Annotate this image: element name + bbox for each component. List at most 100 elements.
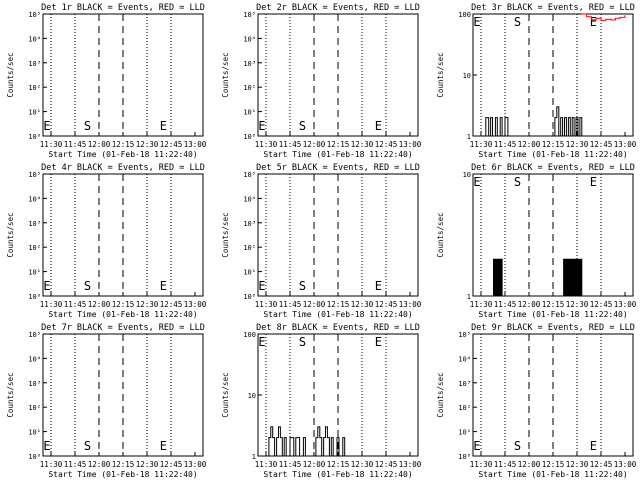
y-axis-label: Counts/sec: [221, 212, 230, 257]
y-tick-label: 10⁰: [28, 453, 41, 461]
x-tick-label: 13:00: [184, 300, 207, 309]
end-marker-label: E: [375, 119, 382, 133]
edge-marker-label: E: [258, 335, 265, 349]
x-axis-label: Start Time (01-Feb-18 11:22:40): [48, 470, 197, 479]
y-tick-label: 10⁰: [243, 293, 256, 301]
panel-det-5: Det 5r BLACK = Events, RED = LLD 11:30 11:…: [221, 163, 422, 319]
panel-title: Det 6r BLACK = Events, RED = LLD: [471, 163, 635, 173]
x-tick-label: 12:45: [160, 460, 183, 469]
edge-marker-label: E: [258, 119, 265, 133]
y-tick-label: 10²: [458, 404, 471, 412]
x-tick-label: 12:15: [327, 140, 350, 149]
x-tick-label: 12:00: [518, 460, 541, 469]
y-tick-label: 10⁵: [28, 331, 41, 339]
x-tick-label: 12:45: [375, 460, 398, 469]
series-line-1: [492, 258, 583, 297]
series-line-1: [481, 106, 583, 137]
x-tick-label: 11:30: [255, 460, 278, 469]
y-tick-label: 10²: [243, 84, 256, 92]
x-axis-label: Start Time (01-Feb-18 11:22:40): [263, 310, 412, 319]
y-tick-label: 10¹: [243, 269, 256, 277]
y-axis-label: Counts/sec: [436, 52, 445, 97]
start-marker-label: S: [514, 175, 521, 189]
panel-title: Det 3r BLACK = Events, RED = LLD: [471, 3, 635, 13]
panel-title: Det 9r BLACK = Events, RED = LLD: [471, 323, 635, 333]
x-tick-label: 12:00: [518, 140, 541, 149]
x-tick-label: 12:45: [160, 300, 183, 309]
edge-marker-label: E: [43, 279, 50, 293]
x-tick-label: 13:00: [399, 140, 422, 149]
x-tick-label: 11:45: [494, 300, 517, 309]
panel-title: Det 1r BLACK = Events, RED = LLD: [41, 3, 205, 13]
edge-marker-label: E: [258, 279, 265, 293]
x-tick-label: 12:00: [518, 300, 541, 309]
x-tick-label: 12:00: [303, 300, 326, 309]
y-tick-label: 10²: [243, 244, 256, 252]
start-marker-label: S: [299, 279, 306, 293]
panel-det-7: Det 7r BLACK = Events, RED = LLD 11:30 11:…: [6, 323, 207, 479]
y-tick-label: 10¹: [28, 429, 41, 437]
panel-det-2: Det 2r BLACK = Events, RED = LLD 11:30 11:…: [221, 3, 422, 159]
y-tick-label: 10⁵: [458, 331, 471, 339]
x-tick-label: 12:15: [542, 140, 565, 149]
x-tick-label: 12:30: [351, 460, 374, 469]
y-axis-label: Counts/sec: [436, 212, 445, 257]
y-tick-label: 10¹: [458, 429, 471, 437]
x-tick-label: 12:15: [542, 460, 565, 469]
y-tick-label: 10⁵: [243, 171, 256, 179]
x-axis-label: Start Time (01-Feb-18 11:22:40): [48, 310, 197, 319]
start-marker-label: S: [84, 119, 91, 133]
x-tick-label: 12:30: [566, 140, 589, 149]
x-axis-label: Start Time (01-Feb-18 11:22:40): [478, 470, 627, 479]
x-tick-label: 13:00: [399, 460, 422, 469]
x-tick-label: 11:30: [40, 140, 63, 149]
edge-marker-label: E: [43, 119, 50, 133]
y-tick-label: 10⁰: [458, 453, 471, 461]
y-tick-label: 10⁴: [243, 35, 256, 43]
x-tick-label: 12:15: [327, 460, 350, 469]
panel-det-6: Det 6r BLACK = Events, RED = LLD 11:30 11:…: [436, 163, 637, 319]
start-marker-label: S: [84, 279, 91, 293]
x-tick-label: 11:45: [279, 460, 302, 469]
x-tick-label: 11:30: [255, 300, 278, 309]
x-tick-label: 12:30: [566, 300, 589, 309]
panel-title: Det 5r BLACK = Events, RED = LLD: [256, 163, 420, 173]
edge-marker-label: E: [473, 15, 480, 29]
y-tick-label: 10²: [28, 84, 41, 92]
x-tick-label: 11:30: [470, 140, 493, 149]
y-tick-label: 100: [458, 11, 471, 19]
y-tick-label: 10³: [28, 380, 41, 388]
start-marker-label: S: [84, 439, 91, 453]
y-tick-label: 10⁴: [28, 195, 41, 203]
x-tick-label: 12:30: [566, 460, 589, 469]
end-marker-label: E: [590, 439, 597, 453]
start-marker-label: S: [299, 335, 306, 349]
y-tick-label: 10⁴: [28, 355, 41, 363]
x-tick-label: 12:30: [136, 460, 159, 469]
x-tick-label: 13:00: [184, 460, 207, 469]
x-tick-label: 11:45: [64, 460, 87, 469]
x-tick-label: 11:45: [279, 140, 302, 149]
end-marker-label: E: [160, 279, 167, 293]
y-tick-label: 10⁴: [28, 35, 41, 43]
y-axis-label: Counts/sec: [436, 372, 445, 417]
x-tick-label: 12:00: [88, 460, 111, 469]
end-marker-label: E: [375, 279, 382, 293]
y-tick-label: 10⁵: [243, 11, 256, 19]
panel-title: Det 4r BLACK = Events, RED = LLD: [41, 163, 205, 173]
start-marker-label: S: [514, 439, 521, 453]
y-tick-label: 10¹: [28, 109, 41, 117]
x-tick-label: 11:45: [64, 300, 87, 309]
x-tick-label: 13:00: [614, 140, 637, 149]
x-tick-label: 11:30: [40, 460, 63, 469]
series-line-1: [266, 426, 346, 457]
edge-marker-label: E: [473, 175, 480, 189]
x-tick-label: 12:00: [303, 140, 326, 149]
x-tick-label: 12:30: [136, 300, 159, 309]
x-axis-label: Start Time (01-Feb-18 11:22:40): [478, 150, 627, 159]
y-tick-label: 1: [467, 133, 471, 141]
y-tick-label: 10⁴: [243, 195, 256, 203]
end-marker-label: E: [375, 335, 382, 349]
panel-title: Det 8r BLACK = Events, RED = LLD: [256, 323, 420, 333]
x-tick-label: 11:30: [470, 460, 493, 469]
